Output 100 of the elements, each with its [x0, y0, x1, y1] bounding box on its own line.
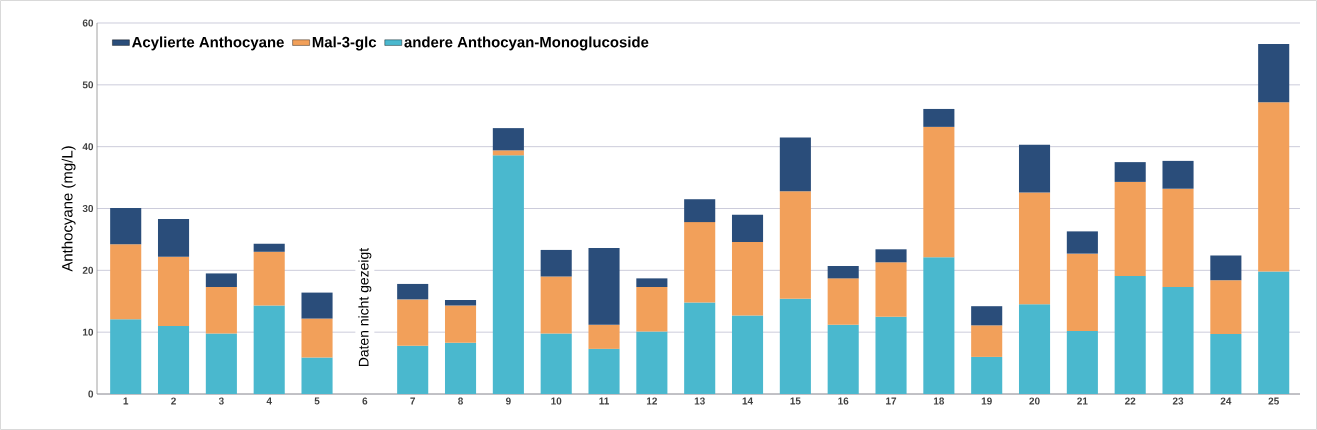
y-tick-label: 30 — [82, 204, 94, 213]
bar — [253, 251, 285, 306]
x-tick-label: 11 — [599, 397, 610, 405]
y-axis-title: Anthocyane (mg/L) — [61, 146, 76, 272]
bar — [1018, 304, 1051, 394]
bar — [205, 287, 237, 334]
bar — [444, 305, 477, 343]
x-tick-label: 23 — [1172, 397, 1184, 405]
bar — [684, 199, 716, 223]
bar — [827, 278, 859, 325]
bar — [923, 257, 955, 394]
bar — [110, 319, 142, 394]
bar — [684, 222, 716, 303]
x-tick-label: 25 — [1268, 397, 1279, 405]
bar — [588, 248, 620, 325]
bar — [827, 324, 859, 394]
bar — [1210, 280, 1242, 335]
bar — [588, 348, 620, 394]
bar — [923, 126, 955, 258]
bar — [397, 345, 429, 394]
legend-label: Mal-3-glc — [312, 36, 377, 51]
bar — [205, 273, 237, 288]
x-tick-label: 9 — [505, 397, 511, 405]
bar — [157, 325, 190, 394]
bar — [444, 342, 477, 394]
bar — [397, 299, 429, 346]
bar — [731, 214, 764, 242]
x-tick-label: 17 — [886, 397, 897, 405]
bar — [971, 325, 1003, 357]
bar — [971, 356, 1003, 394]
x-tick-label: 20 — [1029, 397, 1040, 405]
x-tick-label: 5 — [314, 397, 320, 405]
bar — [636, 278, 668, 288]
bar — [492, 128, 524, 151]
x-tick-label: 21 — [1077, 397, 1088, 405]
bar — [779, 137, 811, 192]
bar — [971, 306, 1003, 326]
bar — [731, 241, 764, 316]
bar — [540, 333, 572, 394]
bar — [588, 324, 620, 349]
bar — [875, 316, 907, 394]
x-tick-label: 3 — [218, 397, 224, 405]
x-tick-label: 14 — [742, 397, 754, 405]
bar — [684, 302, 716, 394]
bar — [636, 287, 668, 332]
bar — [1114, 162, 1146, 182]
bar — [540, 276, 572, 334]
x-tick-label: 22 — [1125, 397, 1136, 405]
bar — [1258, 271, 1290, 394]
x-tick-label: 19 — [981, 397, 992, 405]
bar — [1162, 188, 1194, 288]
y-tick-label: 10 — [83, 328, 94, 336]
bar — [301, 318, 333, 358]
y-tick-label: 20 — [82, 266, 94, 274]
bar — [827, 266, 859, 279]
legend-label: andere Anthocyan-Monoglucoside — [404, 36, 649, 51]
bar — [1162, 160, 1194, 189]
bar — [301, 292, 333, 319]
bar — [875, 262, 907, 317]
y-tick-label: 0 — [88, 390, 94, 398]
bar — [397, 283, 429, 300]
bar — [779, 191, 811, 299]
bar — [253, 243, 285, 252]
x-tick-label: 4 — [266, 397, 272, 405]
bar — [1018, 144, 1051, 193]
x-tick-label: 18 — [933, 397, 945, 405]
bar — [444, 300, 477, 306]
bar — [205, 333, 237, 394]
y-tick-label: 50 — [82, 81, 94, 89]
bar — [110, 244, 142, 320]
x-tick-label: 24 — [1220, 397, 1232, 405]
x-tick-label: 15 — [790, 397, 801, 405]
bar — [1258, 102, 1290, 272]
bar — [1018, 192, 1051, 305]
x-tick-label: 7 — [410, 397, 416, 405]
x-tick-label: 6 — [362, 397, 368, 405]
bar — [1066, 330, 1098, 394]
bar — [731, 315, 764, 394]
bar — [110, 207, 142, 245]
x-tick-label: 2 — [171, 397, 176, 405]
bar — [1066, 253, 1098, 331]
bar — [1258, 44, 1290, 103]
x-tick-label: 1 — [123, 397, 129, 405]
bar — [492, 155, 524, 394]
bar — [1114, 181, 1146, 276]
annotation: Daten nicht gezeigt — [358, 247, 372, 367]
bar — [157, 219, 190, 257]
bar — [875, 249, 907, 263]
y-tick-label: 40 — [82, 143, 94, 151]
bar — [779, 298, 811, 394]
legend-label: Acylierte Anthocyane — [131, 36, 284, 51]
y-tick-label: 60 — [82, 19, 94, 27]
x-tick-label: 16 — [838, 397, 849, 405]
x-tick-label: 10 — [551, 397, 562, 405]
bar — [1210, 255, 1242, 281]
bar — [1162, 287, 1194, 394]
bar — [636, 331, 668, 394]
bar — [157, 256, 190, 326]
bar — [923, 108, 955, 127]
bar — [301, 357, 333, 394]
